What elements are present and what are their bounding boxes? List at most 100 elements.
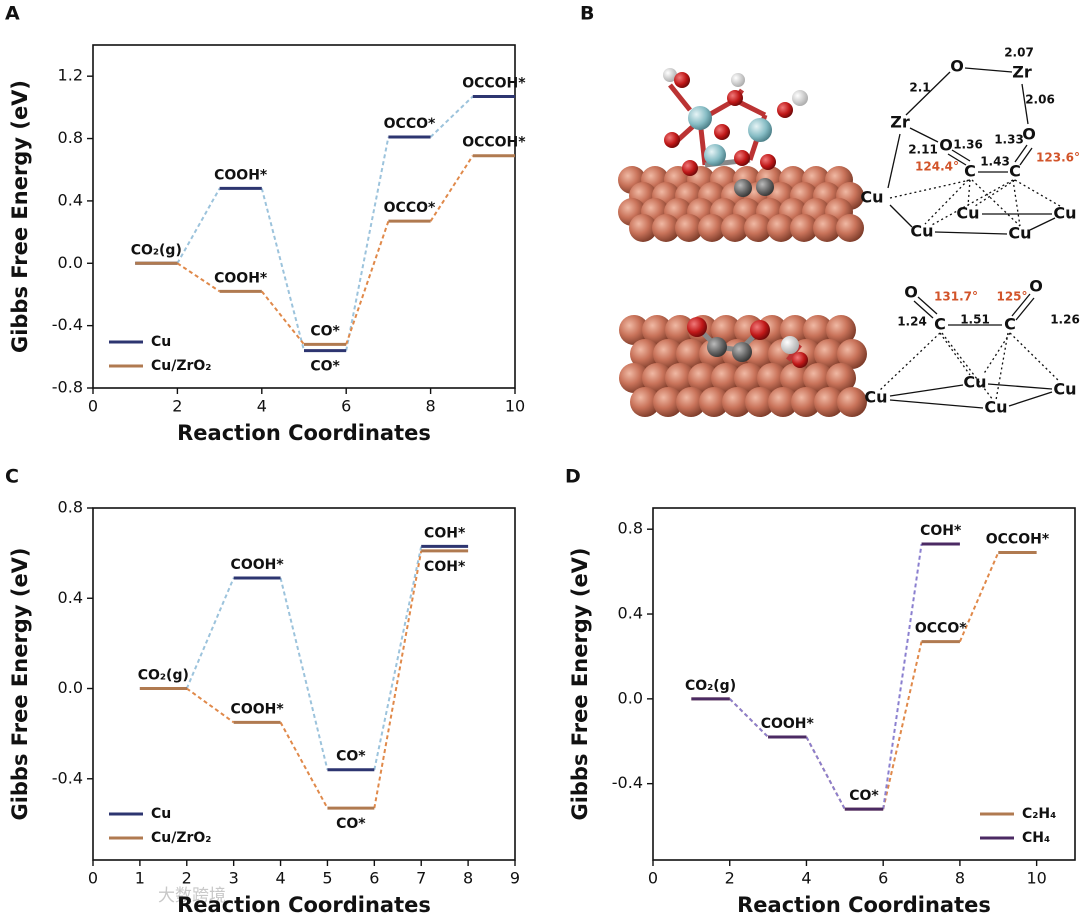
x-tick-label: 4 [257, 397, 267, 416]
atom [665, 363, 695, 393]
atom [757, 363, 787, 393]
x-tick-label: 2 [172, 397, 182, 416]
x-tick-label: 2 [725, 869, 735, 888]
atom [780, 363, 810, 393]
x-tick-label: 10 [1026, 869, 1046, 888]
level-label: COH* [920, 523, 962, 539]
schematic-label: Cu [984, 398, 1007, 417]
atom [792, 352, 808, 368]
panel-label: A [5, 3, 20, 25]
schematic-label: 131.7° [934, 290, 978, 304]
atom [745, 387, 775, 417]
y-axis-title: Gibbs Free Energy (eV) [568, 547, 592, 820]
structure-images [618, 68, 867, 417]
schematic-label: 2.1 [909, 81, 930, 95]
level-label: OCCO* [384, 200, 436, 216]
watermark: 大数跨境 [158, 886, 226, 906]
connector [260, 188, 305, 351]
panel-label: B [580, 3, 594, 25]
atom [676, 339, 706, 369]
atom [781, 336, 799, 354]
y-tick-label: 0.8 [618, 519, 643, 538]
connector [345, 136, 390, 351]
connector [176, 262, 221, 293]
atom [653, 387, 683, 417]
x-tick-label: 8 [463, 869, 473, 888]
schematic-label: Zr [890, 113, 910, 132]
atom [826, 363, 856, 393]
y-tick-label: 0.4 [618, 604, 643, 623]
legend-label: C₂H₄ [1022, 806, 1056, 822]
schematic-label: O [1022, 125, 1036, 144]
schematic-label: C [1009, 162, 1021, 181]
atom [675, 214, 703, 242]
x-tick-label: 7 [416, 869, 426, 888]
schematic-label: 123.6° [1036, 151, 1080, 165]
atom [837, 387, 867, 417]
atom [665, 315, 695, 345]
y-tick-label: -0.4 [52, 768, 83, 787]
atom [777, 102, 793, 118]
level-label: CO₂(g) [131, 242, 182, 258]
schematic-label: Cu [963, 373, 986, 392]
panel-label: D [565, 466, 581, 488]
atom [814, 339, 844, 369]
connector [429, 95, 474, 138]
atom [734, 150, 750, 166]
y-axis-title: Gibbs Free Energy (eV) [8, 547, 32, 820]
atom [722, 387, 752, 417]
atom [688, 363, 718, 393]
atom [744, 214, 772, 242]
level-label: CO* [336, 816, 366, 832]
connector [279, 721, 329, 809]
level-label: COOH* [214, 270, 268, 286]
schematic-label: O [904, 283, 918, 302]
atom [687, 317, 707, 337]
schematic-label: 125° [996, 290, 1027, 304]
atom [768, 387, 798, 417]
schematic-label: Cu [864, 388, 887, 407]
panel-label: C [5, 466, 19, 488]
connector [261, 290, 305, 345]
schematic-label: Cu [860, 188, 883, 207]
schematic-label: 1.51 [960, 313, 990, 327]
y-tick-label: -0.4 [52, 315, 83, 334]
y-tick-label: 0.4 [58, 588, 83, 607]
schematic-label: 2.06 [1025, 93, 1055, 107]
atom [707, 337, 727, 357]
schematic-label: Cu [1008, 224, 1031, 243]
x-tick-label: 4 [801, 869, 811, 888]
atom [652, 214, 680, 242]
y-tick-label: 1.2 [58, 66, 83, 85]
schematic-label: 1.33 [994, 133, 1024, 147]
x-tick-label: 4 [275, 869, 285, 888]
schematic-label: C [934, 315, 946, 334]
schematic-label: 2.07 [1004, 46, 1034, 60]
connector [429, 155, 474, 222]
plot-frame [92, 507, 516, 861]
legend-label: CH₄ [1022, 830, 1050, 846]
level-label: COOH* [761, 716, 815, 732]
atom [630, 339, 660, 369]
y-tick-label: 0.4 [58, 190, 83, 209]
atom [619, 363, 649, 393]
legend-label: Cu/ZrO₂ [151, 358, 211, 374]
y-tick-label: 0.8 [58, 498, 83, 517]
atom [630, 387, 660, 417]
schematic-label: 124.4° [915, 160, 959, 174]
legend-label: Cu [151, 334, 171, 350]
x-tick-label: 1 [135, 869, 145, 888]
atom [653, 339, 683, 369]
atom [727, 90, 743, 106]
schematic-label: Cu [910, 222, 933, 241]
plot-frame [92, 44, 516, 389]
atom [792, 90, 808, 106]
x-tick-label: 6 [341, 397, 351, 416]
connector [958, 552, 1000, 642]
atom [734, 179, 752, 197]
schematic-label: O [939, 136, 953, 155]
schematic-label: 1.43 [980, 155, 1010, 169]
atom [813, 214, 841, 242]
level-label: OCCOH* [462, 75, 526, 91]
